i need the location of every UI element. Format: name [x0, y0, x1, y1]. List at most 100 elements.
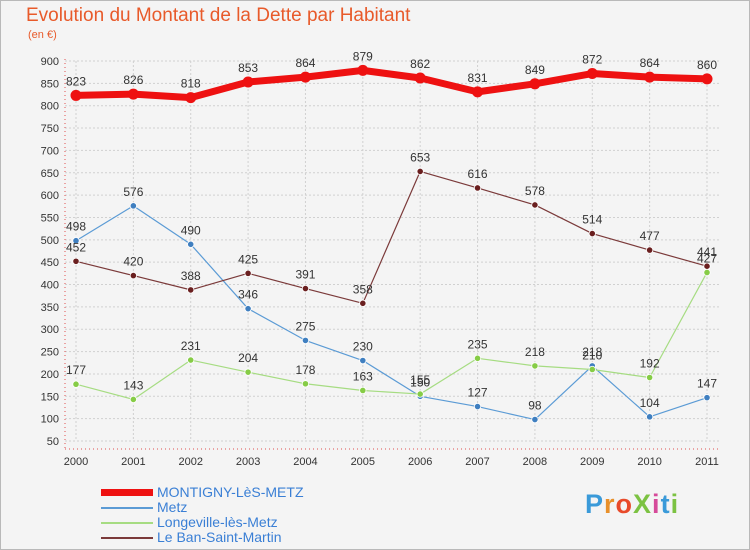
y-tick-label: 600 — [41, 190, 59, 202]
y-tick-label: 800 — [41, 101, 59, 113]
data-point — [72, 257, 80, 265]
data-point — [242, 76, 254, 88]
data-point — [416, 167, 424, 176]
logo-letter: r — [604, 489, 616, 519]
data-label: 192 — [640, 357, 660, 371]
data-point — [588, 365, 596, 374]
data-label: 872 — [582, 53, 602, 67]
data-label: 441 — [697, 245, 717, 259]
data-label: 427 — [697, 251, 717, 265]
data-label: 178 — [295, 363, 315, 377]
legend-label: Metz — [157, 499, 188, 515]
data-point — [531, 362, 539, 370]
y-tick-label: 200 — [41, 369, 59, 381]
logo-letter: t — [660, 489, 671, 519]
data-label: 818 — [181, 77, 201, 91]
logo-letter: P — [585, 489, 605, 519]
data-label: 826 — [123, 73, 143, 87]
data-label: 490 — [181, 223, 201, 237]
data-label: 155 — [410, 373, 430, 387]
data-point — [127, 88, 139, 100]
data-point — [644, 71, 656, 83]
data-point — [588, 229, 596, 238]
data-point — [646, 246, 654, 254]
data-label: 514 — [582, 213, 602, 227]
x-tick-label: 2002 — [178, 456, 202, 468]
data-label: 576 — [123, 185, 143, 199]
data-point — [414, 72, 426, 84]
data-point — [72, 237, 80, 245]
data-label: 231 — [181, 339, 201, 353]
data-point — [701, 73, 713, 85]
data-point — [70, 89, 82, 101]
logo-letter: i — [670, 489, 680, 519]
x-tick-label: 2004 — [293, 456, 317, 468]
data-point — [646, 373, 654, 382]
data-point — [185, 92, 197, 104]
legend-label: Le Ban-Saint-Martin — [157, 529, 282, 545]
y-tick-label: 550 — [41, 212, 59, 224]
legend-swatch — [101, 522, 153, 524]
data-point — [244, 368, 252, 376]
data-point — [703, 394, 711, 402]
data-label: 147 — [697, 377, 717, 391]
chart-subtitle: (en €) — [28, 29, 57, 41]
y-tick-label: 400 — [41, 280, 59, 292]
data-point — [187, 240, 195, 248]
legend-swatch — [101, 507, 153, 509]
data-point — [473, 184, 482, 192]
legend-label: MONTIGNY-LèS-METZ — [157, 484, 304, 500]
data-label: 127 — [468, 386, 488, 400]
data-label: 879 — [353, 49, 373, 63]
x-tick-label: 2009 — [580, 456, 604, 468]
plot-area — [65, 61, 721, 441]
data-label: 177 — [66, 363, 86, 377]
data-label: 388 — [181, 269, 201, 283]
data-point — [187, 286, 195, 294]
data-point — [129, 202, 137, 210]
data-point — [703, 268, 711, 277]
data-label: 98 — [528, 399, 542, 413]
data-label: 616 — [468, 167, 488, 181]
x-tick-label: 2005 — [351, 456, 375, 468]
data-label: 823 — [66, 74, 86, 88]
data-label: 218 — [525, 345, 545, 359]
data-point — [531, 201, 539, 209]
data-point — [187, 356, 195, 364]
logo-letter: X — [633, 489, 653, 519]
y-tick-label: 300 — [41, 324, 59, 336]
y-tick-label: 650 — [41, 168, 59, 180]
y-tick-label: 250 — [41, 347, 59, 359]
data-point — [359, 386, 367, 395]
data-point — [472, 86, 484, 98]
y-tick-label: 500 — [41, 235, 59, 247]
data-label: 235 — [468, 337, 488, 351]
data-point — [72, 380, 80, 388]
data-label: 143 — [123, 378, 143, 392]
series-line — [72, 66, 711, 102]
data-point — [301, 284, 310, 293]
data-point — [703, 262, 711, 270]
x-tick-label: 2000 — [64, 456, 88, 468]
y-tick-label: 900 — [41, 56, 59, 68]
y-tick-label: 750 — [41, 123, 59, 135]
data-point — [129, 271, 137, 280]
data-point — [301, 380, 310, 388]
data-label: 425 — [238, 252, 258, 266]
y-tick-label: 350 — [41, 302, 59, 314]
data-label: 358 — [353, 282, 373, 296]
data-label: 862 — [410, 57, 430, 71]
y-tick-label: 50 — [47, 436, 59, 448]
y-tick-label: 450 — [41, 257, 59, 269]
data-label: 391 — [295, 268, 315, 282]
data-label: 860 — [697, 58, 717, 72]
data-label: 452 — [66, 240, 86, 254]
data-point — [646, 413, 654, 421]
data-label: 477 — [640, 229, 660, 243]
data-label: 104 — [640, 396, 660, 410]
data-point — [244, 305, 252, 313]
data-label: 230 — [353, 340, 373, 354]
data-label: 275 — [295, 319, 315, 333]
